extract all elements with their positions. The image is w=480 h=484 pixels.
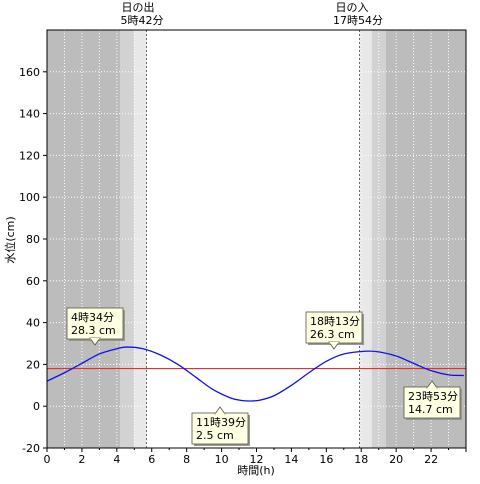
sunrise-time: 5時42分: [121, 14, 164, 27]
x-tick-label: 10: [215, 453, 229, 466]
callout-pointer-join: [427, 387, 437, 389]
y-tick-label: -20: [22, 442, 40, 455]
y-tick-label: 60: [26, 275, 40, 288]
x-tick-label: 20: [389, 453, 403, 466]
x-axis-label: 時間(h): [237, 464, 275, 477]
twilight-band-evening-2: [371, 30, 386, 448]
callout-time: 23時53分: [408, 390, 458, 403]
x-tick-label: 8: [183, 453, 190, 466]
callout-time: 18時13分: [310, 315, 360, 328]
x-tick-label: 14: [284, 453, 298, 466]
callout-pointer-join: [90, 338, 100, 340]
x-tick-label: 12: [250, 453, 264, 466]
y-tick-label: 160: [19, 66, 40, 79]
twilight-band-morning-1: [120, 30, 135, 448]
x-tick-label: 2: [78, 453, 85, 466]
callout-value: 14.7 cm: [408, 403, 453, 416]
callout-box: [66, 307, 124, 340]
callout-value: 28.3 cm: [71, 324, 116, 337]
callout-box: [305, 311, 363, 344]
callout-value: 26.3 cm: [310, 328, 355, 341]
callout-pointer-join: [329, 342, 339, 344]
sunrise-label: 日の出: [122, 0, 155, 14]
callout-value: 2.5 cm: [196, 429, 234, 442]
y-tick-label: 80: [26, 233, 40, 246]
x-tick-label: 4: [113, 453, 120, 466]
y-tick-label: 100: [19, 191, 40, 204]
x-tick-label: 16: [319, 453, 333, 466]
tide-series-line: [46, 346, 464, 402]
y-axis-label: 水位(cm): [3, 216, 17, 263]
x-tick-label: 18: [354, 453, 368, 466]
y-tick-label: 20: [26, 358, 40, 371]
x-tick-label: 22: [424, 453, 438, 466]
y-tick-label: 140: [19, 108, 40, 121]
callout-time: 11時39分: [196, 416, 246, 429]
y-tick-label: 40: [26, 317, 40, 330]
x-tick-label: 6: [148, 453, 155, 466]
x-tick-label: 0: [44, 453, 51, 466]
sunset-time: 17時54分: [333, 14, 383, 27]
sunset-label: 日の入: [336, 1, 369, 14]
y-tick-label: 0: [33, 400, 40, 413]
callout-pointer-join: [215, 413, 225, 415]
y-tick-label: 120: [19, 149, 40, 162]
callout-box: [191, 412, 249, 445]
callout-time: 4時34分: [71, 311, 114, 324]
